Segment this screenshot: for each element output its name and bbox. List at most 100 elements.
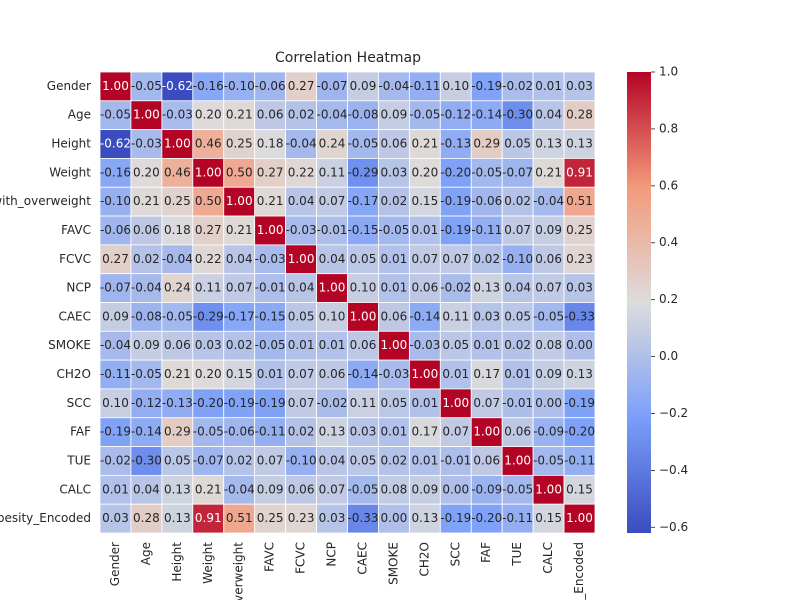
cell-label: -0.29 [347, 165, 378, 179]
cell-label: 0.04 [288, 281, 315, 295]
heatmap-cell [470, 186, 503, 217]
cell-label: 0.08 [381, 482, 408, 496]
cell-label: 0.07 [288, 367, 315, 381]
cell-label: -0.11 [100, 367, 131, 381]
cell-label: -0.05 [347, 482, 378, 496]
cell-label: 0.02 [473, 252, 500, 266]
cell-label: -0.03 [409, 338, 440, 352]
cell-label: 0.00 [535, 396, 562, 410]
cell-label: 0.07 [442, 252, 469, 266]
heatmap-cell [563, 158, 596, 188]
cell-label: 0.21 [411, 137, 438, 151]
cell-label: 0.21 [226, 223, 253, 237]
heatmap-cell [99, 215, 132, 246]
cell-label: -0.05 [471, 165, 502, 179]
y-tick-label: SMOKE [48, 338, 91, 352]
heatmap-cell [347, 186, 379, 217]
cell-label: 1.00 [473, 425, 500, 439]
cell-label: 0.03 [319, 511, 346, 525]
heatmap-cell [408, 302, 441, 332]
x-tick-label: family_history_with_overweight [232, 542, 246, 600]
cell-label: 0.10 [319, 309, 346, 323]
colorbar-tick-label: 0.4 [659, 235, 678, 249]
cell-label: -0.17 [224, 309, 255, 323]
heatmap-cell [532, 302, 565, 332]
cell-label: 0.05 [504, 137, 531, 151]
cell-label: 0.15 [566, 482, 593, 496]
cell-label: 0.91 [566, 165, 593, 179]
heatmap-cell [532, 100, 565, 131]
cell-label: 0.27 [102, 252, 129, 266]
y-tick-label: CH2O [57, 367, 91, 381]
cell-label: -0.29 [193, 309, 224, 323]
heatmap-cell [563, 417, 596, 447]
heatmap-cell [161, 273, 194, 303]
heatmap-cell [470, 446, 503, 476]
cell-label: 0.06 [319, 367, 346, 381]
cell-label: 0.20 [195, 367, 222, 381]
cell-label: -0.19 [471, 79, 502, 93]
heatmap-cell [439, 100, 472, 131]
cell-label: -0.05 [100, 108, 131, 122]
cell-label: 0.51 [226, 511, 253, 525]
heatmap-cell [285, 100, 317, 131]
cell-label: -0.12 [131, 396, 162, 410]
cell-label: 0.29 [473, 137, 500, 151]
cell-label: -0.09 [471, 482, 502, 496]
cell-label: -0.30 [502, 108, 533, 122]
cell-label: -0.20 [471, 511, 502, 525]
cell-label: 0.01 [442, 367, 469, 381]
heatmap-cell [254, 446, 287, 476]
heatmap-cell [347, 244, 379, 275]
heatmap-cell [408, 388, 441, 419]
heatmap-cell [563, 186, 596, 217]
cell-label: 0.28 [133, 511, 160, 525]
heatmap-cell [130, 158, 163, 188]
cell-label: 0.05 [288, 309, 315, 323]
cell-label: 0.03 [473, 309, 500, 323]
cell-label: 0.06 [411, 281, 438, 295]
cell-label: 0.05 [164, 453, 191, 467]
heatmap-cell [501, 71, 534, 102]
cell-label: 0.02 [288, 425, 315, 439]
cell-label: -0.02 [317, 396, 348, 410]
cell-label: -0.05 [409, 108, 440, 122]
cell-label: 0.11 [319, 165, 346, 179]
cell-label: 0.21 [195, 482, 222, 496]
cell-label: -0.15 [255, 309, 286, 323]
colorbar-tick-label: 1.0 [659, 65, 678, 79]
heatmap-cell [161, 158, 194, 188]
heatmap-cell [161, 503, 194, 534]
cell-label: 0.06 [535, 252, 562, 266]
cell-label: -0.02 [100, 453, 131, 467]
cell-label: 0.07 [473, 396, 500, 410]
cell-label: 1.00 [566, 511, 593, 525]
heatmap-cell [130, 359, 163, 390]
heatmap-cell [285, 417, 317, 447]
cell-label: -0.14 [347, 367, 378, 381]
heatmap-cell [254, 244, 287, 275]
cell-label: 0.09 [350, 79, 377, 93]
heatmap-cell [347, 273, 379, 303]
heatmap-cell [254, 158, 287, 188]
cell-label: -0.05 [193, 425, 224, 439]
cell-label: -0.33 [564, 309, 595, 323]
heatmap-cell [408, 215, 441, 246]
cell-label: 1.00 [164, 137, 191, 151]
cell-label: 0.07 [442, 425, 469, 439]
cell-label: 1.00 [288, 252, 315, 266]
cell-label: -0.04 [317, 108, 348, 122]
cell-label: -0.08 [131, 309, 162, 323]
colorbar-tick-label: 0.2 [659, 292, 678, 306]
heatmap-cell [378, 302, 410, 332]
heatmap-cell [223, 388, 256, 419]
cell-label: 0.22 [195, 252, 222, 266]
cell-label: 0.01 [319, 338, 346, 352]
cell-label: 0.25 [257, 511, 284, 525]
y-tick-label: SCC [67, 396, 91, 410]
cell-label: -0.05 [347, 137, 378, 151]
cell-label: -0.11 [471, 223, 502, 237]
cell-label: -0.05 [131, 367, 162, 381]
cell-label: 0.07 [257, 453, 284, 467]
heatmap-cell [285, 244, 317, 275]
